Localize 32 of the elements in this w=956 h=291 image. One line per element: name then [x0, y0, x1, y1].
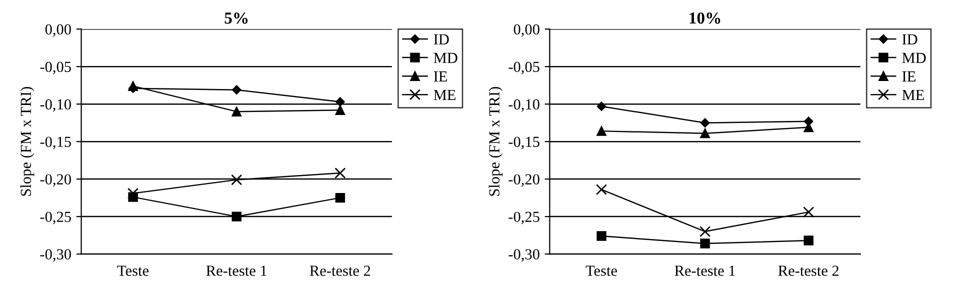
legend-label: ME: [902, 90, 924, 100]
y-tick-label: -0,25: [508, 212, 540, 224]
x-tick-label: Re-teste 2: [778, 266, 839, 276]
y-axis-title: Slope (FM x TRI): [488, 86, 503, 196]
y-tick-label: 0,00: [45, 24, 71, 37]
x-tick-label: Re-teste 1: [206, 266, 266, 276]
legend-label: ID: [434, 34, 449, 44]
y-tick-label: -0,30: [40, 249, 71, 262]
legend-label: MD: [434, 52, 458, 63]
y-tick-label: -0,25: [40, 212, 71, 224]
x-tick-label: Re-teste 2: [310, 266, 370, 276]
chart-title: 10%: [690, 12, 720, 24]
y-tick-label: -0,10: [40, 99, 71, 112]
x-tick-label: Re-teste 1: [674, 266, 735, 276]
y-tick-label: -0,30: [508, 249, 540, 262]
y-tick-label: -0,15: [508, 136, 540, 150]
legend-label: IE: [434, 71, 447, 82]
y-tick-label: -0,20: [40, 174, 71, 187]
legend-label: ID: [902, 34, 918, 44]
x-tick-label: Teste: [586, 266, 617, 276]
y-tick-label: 0,00: [514, 24, 540, 37]
y-tick-label: -0,10: [508, 99, 540, 112]
legend-label: IE: [902, 71, 916, 82]
x-tick-label: Teste: [117, 266, 149, 276]
legend-label: MD: [902, 52, 926, 63]
y-tick-label: -0,05: [40, 62, 71, 74]
y-tick-label: -0,15: [40, 136, 71, 150]
y-tick-label: -0,05: [508, 62, 540, 74]
y-tick-label: -0,20: [508, 174, 540, 187]
legend-label: ME: [434, 90, 456, 100]
chart-title: 5%: [224, 12, 248, 24]
y-axis-title: Slope (FM x TRI): [20, 86, 34, 196]
